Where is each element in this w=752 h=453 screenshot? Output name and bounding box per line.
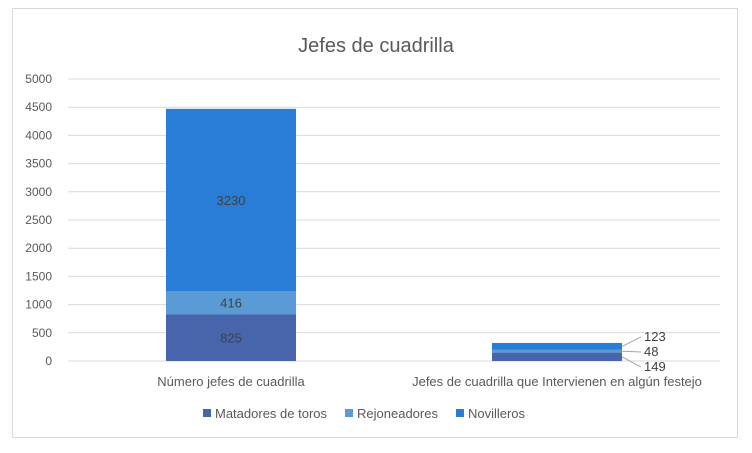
legend-label: Novilleros — [468, 406, 526, 421]
y-tick-label: 1000 — [25, 298, 52, 312]
chart-title: Jefes de cuadrilla — [298, 35, 455, 57]
chart-frame — [12, 8, 738, 438]
leader-line — [621, 350, 642, 353]
bar-segment — [492, 352, 622, 361]
y-tick-label: 1500 — [25, 269, 52, 283]
data-label: 416 — [220, 296, 242, 311]
leader-line — [621, 356, 642, 368]
legend-label: Rejoneadores — [357, 406, 438, 421]
x-tick-label: Número jefes de cuadrilla — [157, 374, 305, 389]
bar-segment — [166, 291, 296, 315]
y-tick-label: 0 — [45, 354, 52, 368]
y-tick-label: 3000 — [25, 185, 52, 199]
y-tick-label: 4000 — [25, 128, 52, 142]
data-label: 123 — [644, 329, 666, 344]
y-tick-label: 3500 — [25, 157, 52, 171]
bar-segment — [492, 349, 622, 353]
y-tick-label: 500 — [32, 326, 52, 340]
data-label: 149 — [644, 359, 666, 374]
y-tick-label: 2000 — [25, 241, 52, 255]
legend-swatch — [203, 409, 211, 417]
data-label: 825 — [220, 331, 242, 346]
legend-swatch — [345, 409, 354, 417]
data-label: 3230 — [217, 193, 246, 208]
leader-line — [621, 336, 642, 347]
y-tick-label: 5000 — [25, 72, 52, 86]
bar-segment — [492, 342, 622, 350]
data-label: 48 — [644, 344, 658, 359]
bar-segment — [166, 314, 296, 361]
bar-segment — [166, 108, 296, 292]
legend-swatch — [455, 409, 464, 417]
legend-label: Matadores de toros — [215, 406, 328, 421]
y-tick-label: 4500 — [25, 100, 52, 114]
y-tick-label: 2500 — [25, 213, 52, 227]
x-tick-label: Jefes de cuadrilla que Intervienen en al… — [412, 374, 702, 389]
